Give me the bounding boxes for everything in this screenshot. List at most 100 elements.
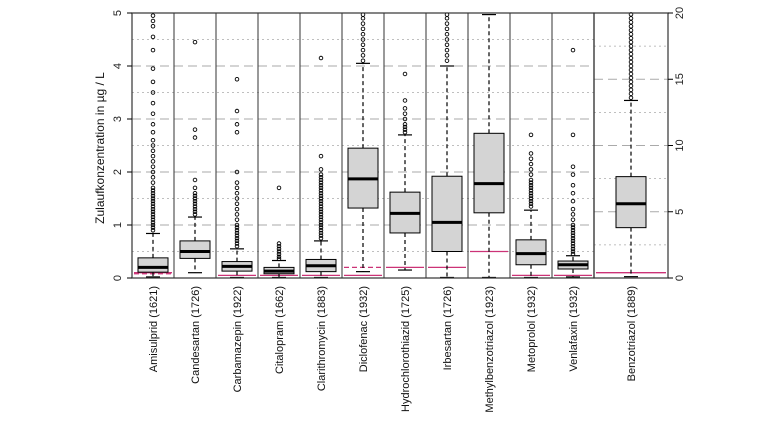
outlier-point [318,180,324,185]
outlier-point [192,190,198,196]
category-labels: Amisulprid (1621) Candesartan (1726) Carba… [148,286,638,413]
outlier-point [528,177,534,183]
outlier-point [234,129,240,135]
outlier-point [150,34,156,40]
outlier-point [150,188,156,193]
outlier-point [234,190,240,196]
outlier-point [570,206,576,212]
outlier-point [570,182,576,188]
outlier-point [150,148,156,154]
outlier-point [528,185,534,191]
outlier-point [150,206,156,212]
outlier-point [318,212,324,217]
outlier-point [528,198,534,204]
outlier-point [234,196,240,201]
outlier-point [234,217,240,222]
outlier-point [628,24,634,29]
outlier-point [628,16,634,21]
outlier-point [628,79,634,85]
outlier-point [318,185,324,191]
outlier-point [628,47,634,53]
outlier-point [528,201,534,207]
outlier-point [234,243,240,249]
outlier-point [570,246,576,252]
y-tick-label: 5 [112,10,124,16]
outlier-point [628,27,634,33]
outlier-point [318,220,324,225]
outlier-point [570,198,576,204]
outlier-point [528,161,534,167]
outlier-point [528,190,534,196]
box-group [137,13,169,278]
box-iqr [179,240,211,259]
outlier-point [150,66,156,71]
outlier-point [444,31,450,37]
outlier-point [276,251,282,257]
box-group [389,71,421,271]
outlier-point [276,243,282,249]
outlier-point [318,230,324,236]
outlier-point [234,230,240,236]
outlier-point [234,238,240,244]
outlier-point [234,228,240,233]
outlier-point [150,180,156,185]
outlier-point [150,164,156,169]
box-iqr [615,176,647,229]
outlier-point [150,201,156,207]
outlier-point [150,198,156,204]
outlier-point [234,122,240,127]
outlier-point [150,153,156,159]
outlier-point [318,190,324,196]
outlier-point [318,153,324,159]
outlier-point [150,209,156,214]
outlier-point [628,39,634,45]
outlier-point [234,212,240,217]
outlier-point [150,212,156,217]
outlier-point [192,212,198,217]
outlier-point [360,16,366,21]
outlier-point [318,228,324,233]
outlier-point [318,177,324,183]
category-label: Hydrochlorothiazid (1725) [400,286,412,412]
outlier-point [360,42,366,48]
outlier-point [318,222,324,228]
outlier-point [444,47,450,53]
outlier-point [570,217,576,222]
outlier-point [192,39,198,45]
box-group [305,55,337,279]
outlier-point [150,13,156,18]
outlier-point [528,172,534,177]
outlier-point [628,67,634,73]
outlier-point [192,185,198,191]
outlier-point [570,235,576,241]
outlier-point [192,196,198,201]
outlier-point [276,254,282,260]
outlier-point [570,47,576,53]
outlier-point [528,180,534,185]
outlier-point [318,217,324,222]
outlier-point [150,137,156,143]
outlier-point [318,235,324,241]
outlier-point [150,24,156,29]
outlier-point [628,51,634,57]
outlier-point [276,246,282,252]
box-group [473,13,505,279]
outlier-point [444,16,450,21]
category-label: Diclofenac (1932) [358,286,370,372]
outlier-point [234,222,240,228]
outlier-point [402,129,408,135]
outlier-point [318,201,324,207]
outlier-point [318,196,324,201]
category-label: Metoprolol (1932) [526,286,538,372]
outlier-point [192,209,198,214]
outlier-point [628,95,634,101]
outlier-point [192,127,198,132]
outlier-point [234,169,240,175]
category-label: Citalopram (1662) [274,286,286,374]
tick-labels: 0 1 2 3 4 5 0 5 10 15 20 [112,7,686,281]
box-group [263,185,295,279]
outlier-point [570,230,576,236]
outlier-point [402,124,408,130]
outlier-point [444,37,450,42]
